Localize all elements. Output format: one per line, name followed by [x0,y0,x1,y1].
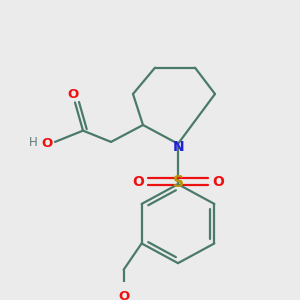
Text: H: H [28,136,38,149]
Text: O: O [68,88,79,101]
Text: O: O [41,137,52,150]
Text: S: S [172,175,184,190]
Text: O: O [132,175,144,189]
Text: N: N [173,140,185,154]
Text: O: O [118,290,129,300]
Text: O: O [212,175,224,189]
